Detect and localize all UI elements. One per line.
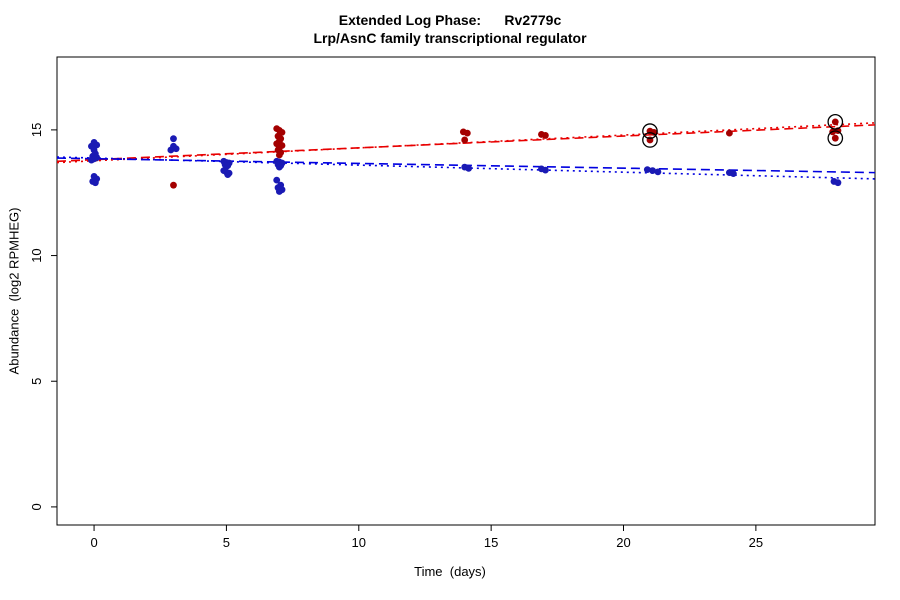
data-point-blue-condition [465, 164, 473, 172]
data-point-blue-condition [643, 166, 651, 174]
data-point-blue-condition [172, 145, 180, 153]
data-point-blue-condition [729, 170, 737, 178]
data-point-blue-condition [224, 171, 232, 179]
data-point-red-condition [726, 129, 733, 137]
data-point-blue-condition [273, 176, 281, 184]
y-tick-label: 10 [29, 248, 44, 262]
data-point-blue-condition [167, 146, 175, 154]
data-point-red-condition [275, 151, 283, 159]
y-axis-label: Abundance (log2 RPMHEG) [6, 207, 22, 375]
y-tick-label: 5 [29, 378, 44, 385]
data-point-red-condition [461, 136, 469, 144]
x-tick-label: 25 [749, 535, 763, 550]
data-point-blue-condition [834, 179, 842, 187]
data-point-red-condition [463, 129, 471, 137]
data-point-blue-condition [88, 156, 95, 164]
data-point-blue-condition [542, 166, 549, 174]
data-point-blue-condition [91, 179, 99, 187]
chart-subtitle: Lrp/AsnC family transcriptional regulato… [313, 30, 587, 46]
data-point-red-condition [542, 132, 549, 139]
highlight-ring [642, 132, 658, 148]
x-tick-label: 0 [90, 535, 97, 550]
data-point-red-condition [170, 181, 177, 189]
x-axis-label: Time (days) [414, 564, 486, 579]
data-point-blue-condition [275, 163, 283, 171]
highlight-ring [827, 130, 844, 147]
data-point-blue-condition [275, 188, 283, 195]
highlight-ring [827, 113, 844, 130]
data-point-blue-condition [93, 141, 101, 149]
x-tick-label: 10 [352, 535, 366, 550]
y-tick-label: 0 [29, 503, 44, 510]
data-point-blue-condition [649, 167, 657, 175]
y-tick-label: 15 [29, 123, 44, 137]
data-point-red-condition [650, 129, 658, 136]
x-tick-label: 15 [484, 535, 498, 550]
x-tick-label: 20 [616, 535, 630, 550]
data-point-red-condition [831, 134, 839, 142]
highlight-ring [642, 123, 658, 139]
plot-frame [56, 56, 876, 526]
chart-title: Extended Log Phase: Rv2779c [338, 12, 562, 28]
data-point-blue-condition [170, 135, 177, 143]
data-point-red-condition [831, 118, 839, 126]
data-point-blue-condition [654, 168, 662, 176]
x-tick-label: 5 [223, 535, 230, 550]
